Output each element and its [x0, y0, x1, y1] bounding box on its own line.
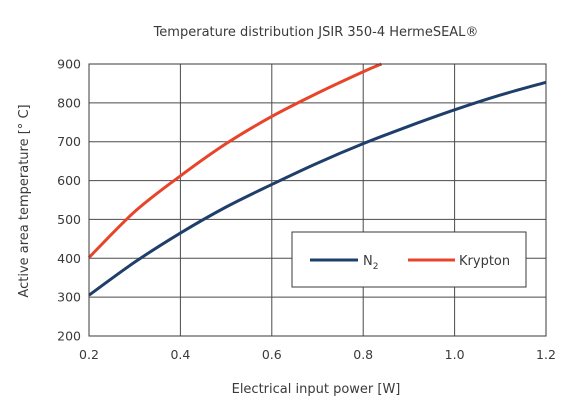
- y-tick-label: 900: [57, 57, 81, 72]
- y-tick-label: 600: [57, 173, 81, 188]
- x-axis-label: Electrical input power [W]: [232, 382, 401, 397]
- tick-labels: 200 300 400 500 600 700 800 900 0.2 0.4 0.6 0.8 1.0 1…: [57, 57, 556, 363]
- y-tick-label: 300: [57, 290, 81, 305]
- series-lines: [87, 62, 547, 297]
- legend: N2 Krypton: [291, 231, 527, 288]
- series-line-n2: [88, 80, 547, 297]
- y-axis-label: Active area temperature [° C]: [17, 104, 32, 297]
- x-tick-label: 1.2: [536, 347, 556, 362]
- legend-label-krypton: Krypton: [459, 254, 510, 269]
- y-tick-label: 200: [57, 329, 81, 344]
- x-tick-label: 0.6: [262, 347, 282, 362]
- legend-label-n2-subscript: 2: [373, 262, 379, 272]
- grid-lines: [88, 63, 547, 337]
- y-tick-label: 800: [57, 95, 81, 110]
- plot-frame: [88, 63, 547, 337]
- y-tick-label: 500: [57, 212, 81, 227]
- y-tick-label: 400: [57, 251, 81, 266]
- series-line-krypton: [87, 62, 383, 259]
- legend-label-n2-main: N: [363, 254, 373, 269]
- x-tick-label: 0.8: [353, 347, 373, 362]
- x-tick-label: 1.0: [445, 347, 465, 362]
- x-tick-label: 0.2: [79, 347, 99, 362]
- chart-title: Temperature distribution JSIR 350-4 Herm…: [153, 25, 479, 40]
- y-tick-label: 700: [57, 134, 81, 149]
- legend-label-n2: N2: [363, 254, 378, 272]
- x-tick-label: 0.4: [170, 347, 190, 362]
